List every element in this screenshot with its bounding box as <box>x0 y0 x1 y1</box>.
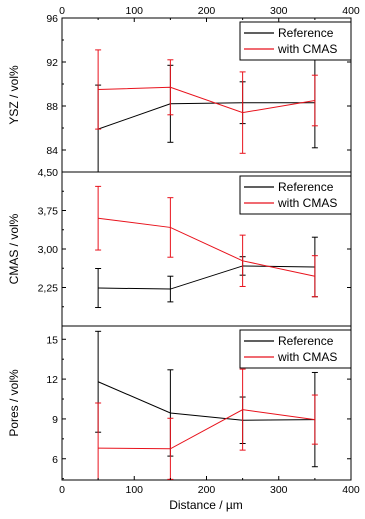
series-line <box>98 86 315 114</box>
y-tick-label: 15 <box>46 334 58 346</box>
y-tick-label: 6 <box>52 454 58 466</box>
x-tick-label-bottom: 400 <box>342 484 360 496</box>
legend-label: with CMAS <box>277 42 337 56</box>
legend-label: Reference <box>278 334 334 348</box>
x-tick-label-top: 0 <box>59 5 65 17</box>
panel-frames <box>61 17 352 481</box>
y-axis-label: YSZ / vol% <box>7 65 21 125</box>
x-tick-label-top: 200 <box>198 5 216 17</box>
legend-label: with CMAS <box>277 350 337 364</box>
series-line <box>98 217 315 277</box>
legend-label: Reference <box>278 180 334 194</box>
y-tick-label: 3,00 <box>38 244 59 256</box>
y-axis-label: CMAS / vol% <box>7 213 21 284</box>
x-tick-label-top: 300 <box>270 5 288 17</box>
y-tick-label: 4,50 <box>38 167 59 179</box>
series-line <box>97 381 315 421</box>
legend-label: Reference <box>278 26 334 40</box>
x-tick-label-bottom: 0 <box>59 484 65 496</box>
y-tick-label: 84 <box>46 145 58 157</box>
y-tick-label: 12 <box>46 374 58 386</box>
y-axis-label: Pores / vol% <box>7 369 21 437</box>
y-tick-label: 3,75 <box>38 206 59 218</box>
x-tick-label-bottom: 200 <box>198 484 216 496</box>
legend-label: with CMAS <box>277 196 337 210</box>
legend-box <box>239 21 352 61</box>
series-line <box>98 409 315 450</box>
x-tick-label-top: 100 <box>125 5 143 17</box>
y-tick-label: 88 <box>46 101 58 113</box>
y-tick-label: 2,25 <box>38 283 59 295</box>
x-axis-label: Distance / µm <box>169 498 243 512</box>
series-line <box>98 265 315 290</box>
y-tick-label: 92 <box>46 57 58 69</box>
series-layer <box>95 49 318 480</box>
y-tick-label: 9 <box>52 414 58 426</box>
legend-box <box>239 329 352 369</box>
legends-layer: Reference with CMAS Reference with CMAS Refe… <box>239 21 352 369</box>
y-tick-label: 96 <box>46 13 58 25</box>
x-tick-label-top: 400 <box>342 5 360 17</box>
x-tick-label-bottom: 300 <box>270 484 288 496</box>
x-tick-label-bottom: 100 <box>125 484 143 496</box>
legend-box <box>239 175 352 215</box>
series-line <box>97 102 315 130</box>
